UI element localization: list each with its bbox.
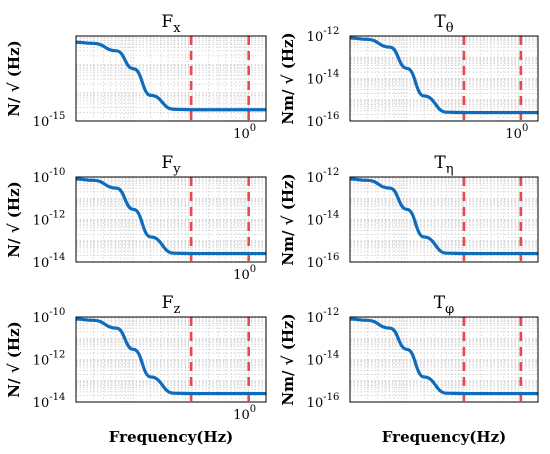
plot-area: [350, 36, 538, 121]
y-tick-label: 10-12: [33, 350, 66, 369]
y-tick-label: 10-12: [307, 26, 340, 45]
chart-panel-4: 10-12 10-14 10-16 Tη Nm/ √ (Hz): [279, 153, 539, 271]
chart-panel-5: 100 10-10 10-12 10-14 Fz N/ √ (Hz) Frequency(H…: [5, 293, 267, 446]
x-axis-label: Frequency(Hz): [382, 428, 506, 446]
y-axis-label: Nm/ √ (Hz): [279, 313, 297, 405]
y-tick-label: 10-14: [307, 69, 340, 88]
plot-area: [350, 317, 538, 402]
y-tick-label: 10-12: [307, 307, 340, 326]
axes-frame: [349, 176, 539, 263]
x-tick-label: 100: [233, 404, 256, 423]
chart-title: Fz: [162, 293, 181, 317]
y-tick-label: 10-10: [33, 307, 66, 326]
x-tick-label: 100: [505, 123, 528, 142]
series-line-1: [349, 317, 538, 396]
chart-title: Tη: [434, 153, 453, 177]
grid: [75, 176, 267, 263]
axes-frame: [349, 316, 539, 403]
y-tick-label: 10-14: [33, 392, 66, 411]
chart-title: Tφ: [434, 293, 454, 317]
axes-frame: [75, 176, 267, 263]
axes-frame: [349, 35, 539, 122]
y-tick-label: 10-12: [33, 210, 66, 229]
series-line-1: [349, 36, 538, 115]
x-axis-label: Frequency(Hz): [109, 428, 233, 446]
y-tick-label: 10-15: [33, 111, 66, 130]
y-tick-label: 10-14: [33, 252, 66, 271]
y-tick-label: 10-14: [307, 210, 340, 229]
grid: [349, 176, 539, 263]
chart-title: Fx: [161, 12, 181, 36]
series-line-1: [75, 40, 266, 112]
y-axis-label: N/ √ (Hz): [5, 40, 23, 116]
chart-title: Fy: [161, 153, 181, 177]
y-tick-label: 10-16: [307, 252, 340, 271]
series-line-1: [75, 177, 266, 256]
chart-panel-1: 100 10-15 Fx N/ √ (Hz): [5, 12, 267, 142]
series-line-1: [349, 177, 538, 256]
grid: [75, 316, 267, 403]
x-tick-label: 100: [233, 264, 256, 283]
y-axis-label: Nm/ √ (Hz): [279, 32, 297, 124]
y-tick-label: 10-14: [307, 350, 340, 369]
y-tick-label: 10-16: [307, 111, 340, 130]
y-axis-label: N/ √ (Hz): [5, 321, 23, 397]
grid: [75, 35, 267, 122]
axes-frame: [75, 316, 267, 403]
y-tick-label: 10-16: [307, 392, 340, 411]
series-line-1: [75, 317, 266, 396]
x-tick-label: 100: [233, 123, 256, 142]
y-axis-label: N/ √ (Hz): [5, 181, 23, 257]
axes-frame: [75, 35, 267, 122]
chart-panel-2: 100 10-12 10-14 10-16 Tθ Nm/ √ (Hz): [279, 12, 539, 142]
chart-title: Tθ: [434, 12, 453, 36]
y-tick-label: 10-12: [307, 167, 340, 186]
plot-area: [350, 177, 538, 262]
y-tick-label: 10-10: [33, 167, 66, 186]
y-axis-label: Nm/ √ (Hz): [279, 173, 297, 265]
chart-panel-6: 10-12 10-14 10-16 Tφ Nm/ √ (Hz) Frequency(Hz): [279, 293, 539, 446]
chart-panel-3: 100 10-10 10-12 10-14 Fy N/ √ (Hz): [5, 153, 267, 283]
grid: [349, 35, 539, 122]
